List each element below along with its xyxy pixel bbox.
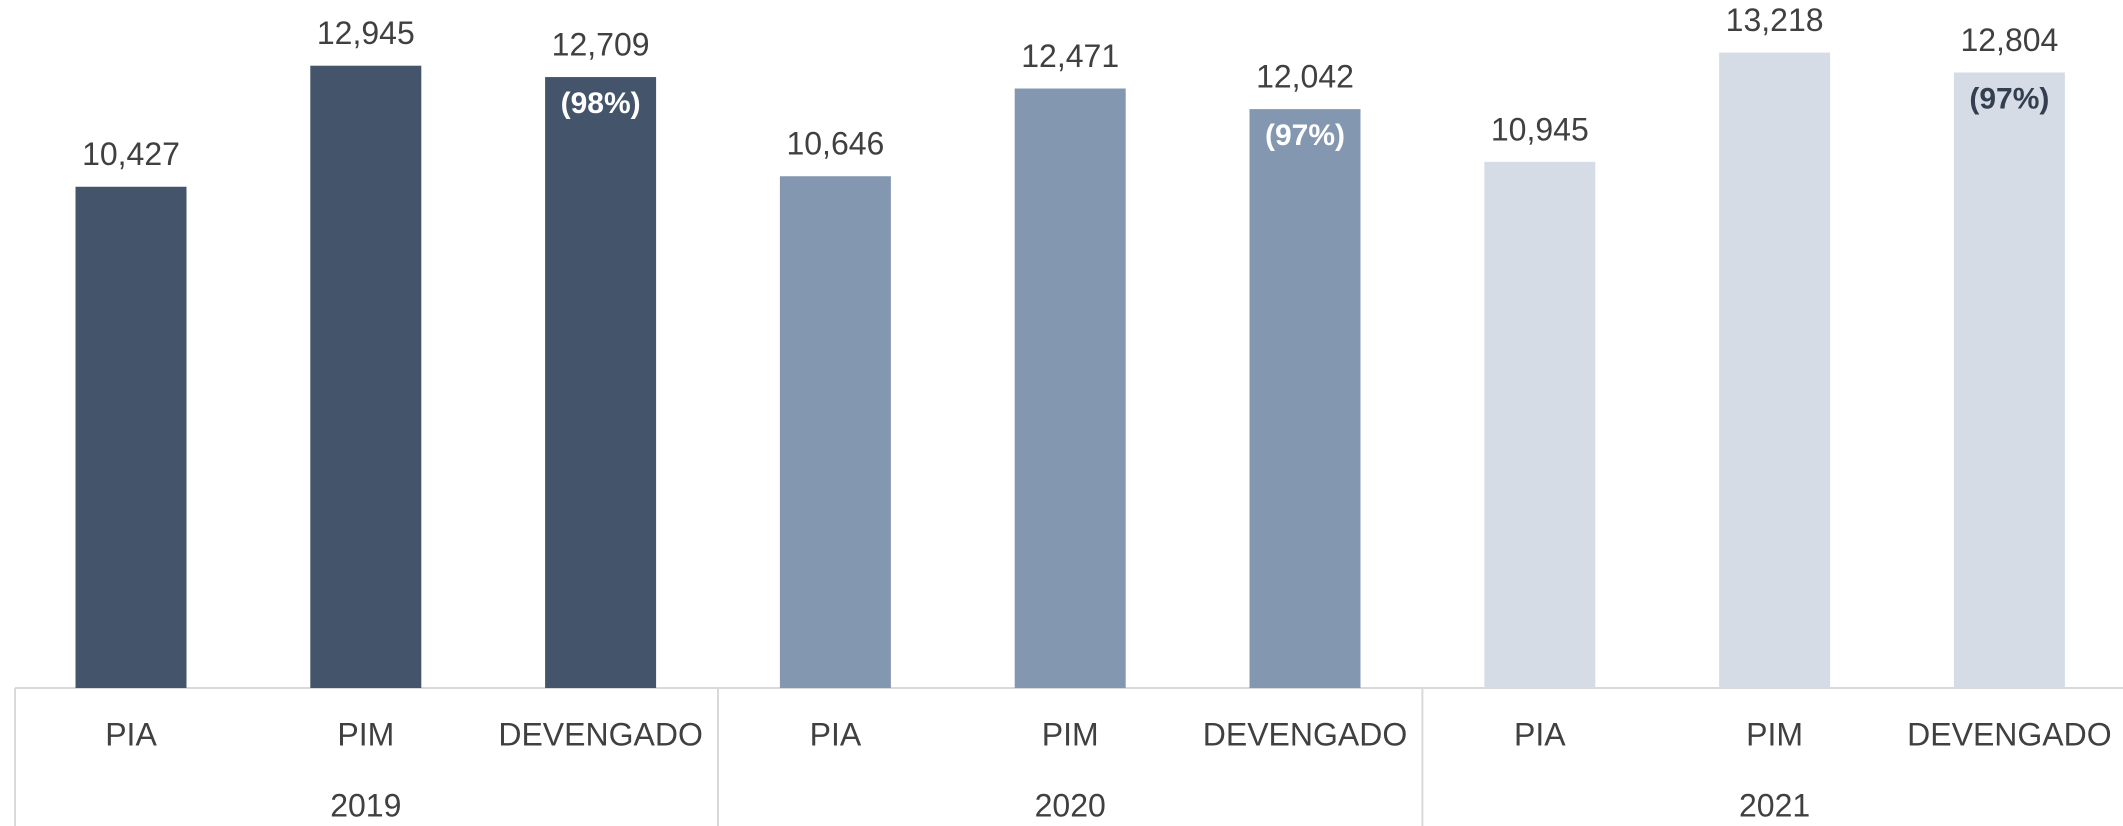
value-label: 10,427 — [82, 136, 180, 172]
x-tick-label: PIM — [1042, 716, 1099, 752]
bar — [1014, 88, 1126, 688]
bar — [1953, 72, 2065, 689]
x-tick-label: PIA — [810, 716, 862, 752]
bar — [1484, 161, 1596, 688]
value-label: 12,471 — [1021, 38, 1119, 74]
group-label: 2019 — [330, 787, 401, 823]
value-label: 10,646 — [786, 126, 884, 162]
bar — [75, 186, 187, 688]
value-label: 13,218 — [1726, 2, 1824, 38]
value-label: 12,709 — [552, 27, 650, 63]
group-label: 2020 — [1035, 787, 1106, 823]
x-tick-label: DEVENGADO — [1203, 716, 1407, 752]
group-label: 2021 — [1739, 787, 1810, 823]
bar — [545, 77, 657, 689]
bar — [779, 176, 891, 688]
value-label: 12,042 — [1256, 59, 1354, 95]
value-label: 10,945 — [1491, 111, 1589, 147]
x-tick-label: PIA — [1514, 716, 1566, 752]
bar-note: (98%) — [561, 87, 641, 120]
bar-note: (97%) — [1969, 82, 2049, 115]
x-tick-label: DEVENGADO — [498, 716, 702, 752]
bar — [310, 65, 422, 689]
value-label: 12,804 — [1960, 22, 2058, 58]
bar — [1249, 109, 1361, 689]
x-tick-label: DEVENGADO — [1907, 716, 2111, 752]
x-tick-label: PIM — [337, 716, 394, 752]
bar — [1719, 52, 1831, 688]
bar-note: (97%) — [1265, 119, 1345, 152]
value-label: 12,945 — [317, 15, 415, 51]
x-tick-label: PIA — [105, 716, 157, 752]
x-tick-label: PIM — [1746, 716, 1803, 752]
